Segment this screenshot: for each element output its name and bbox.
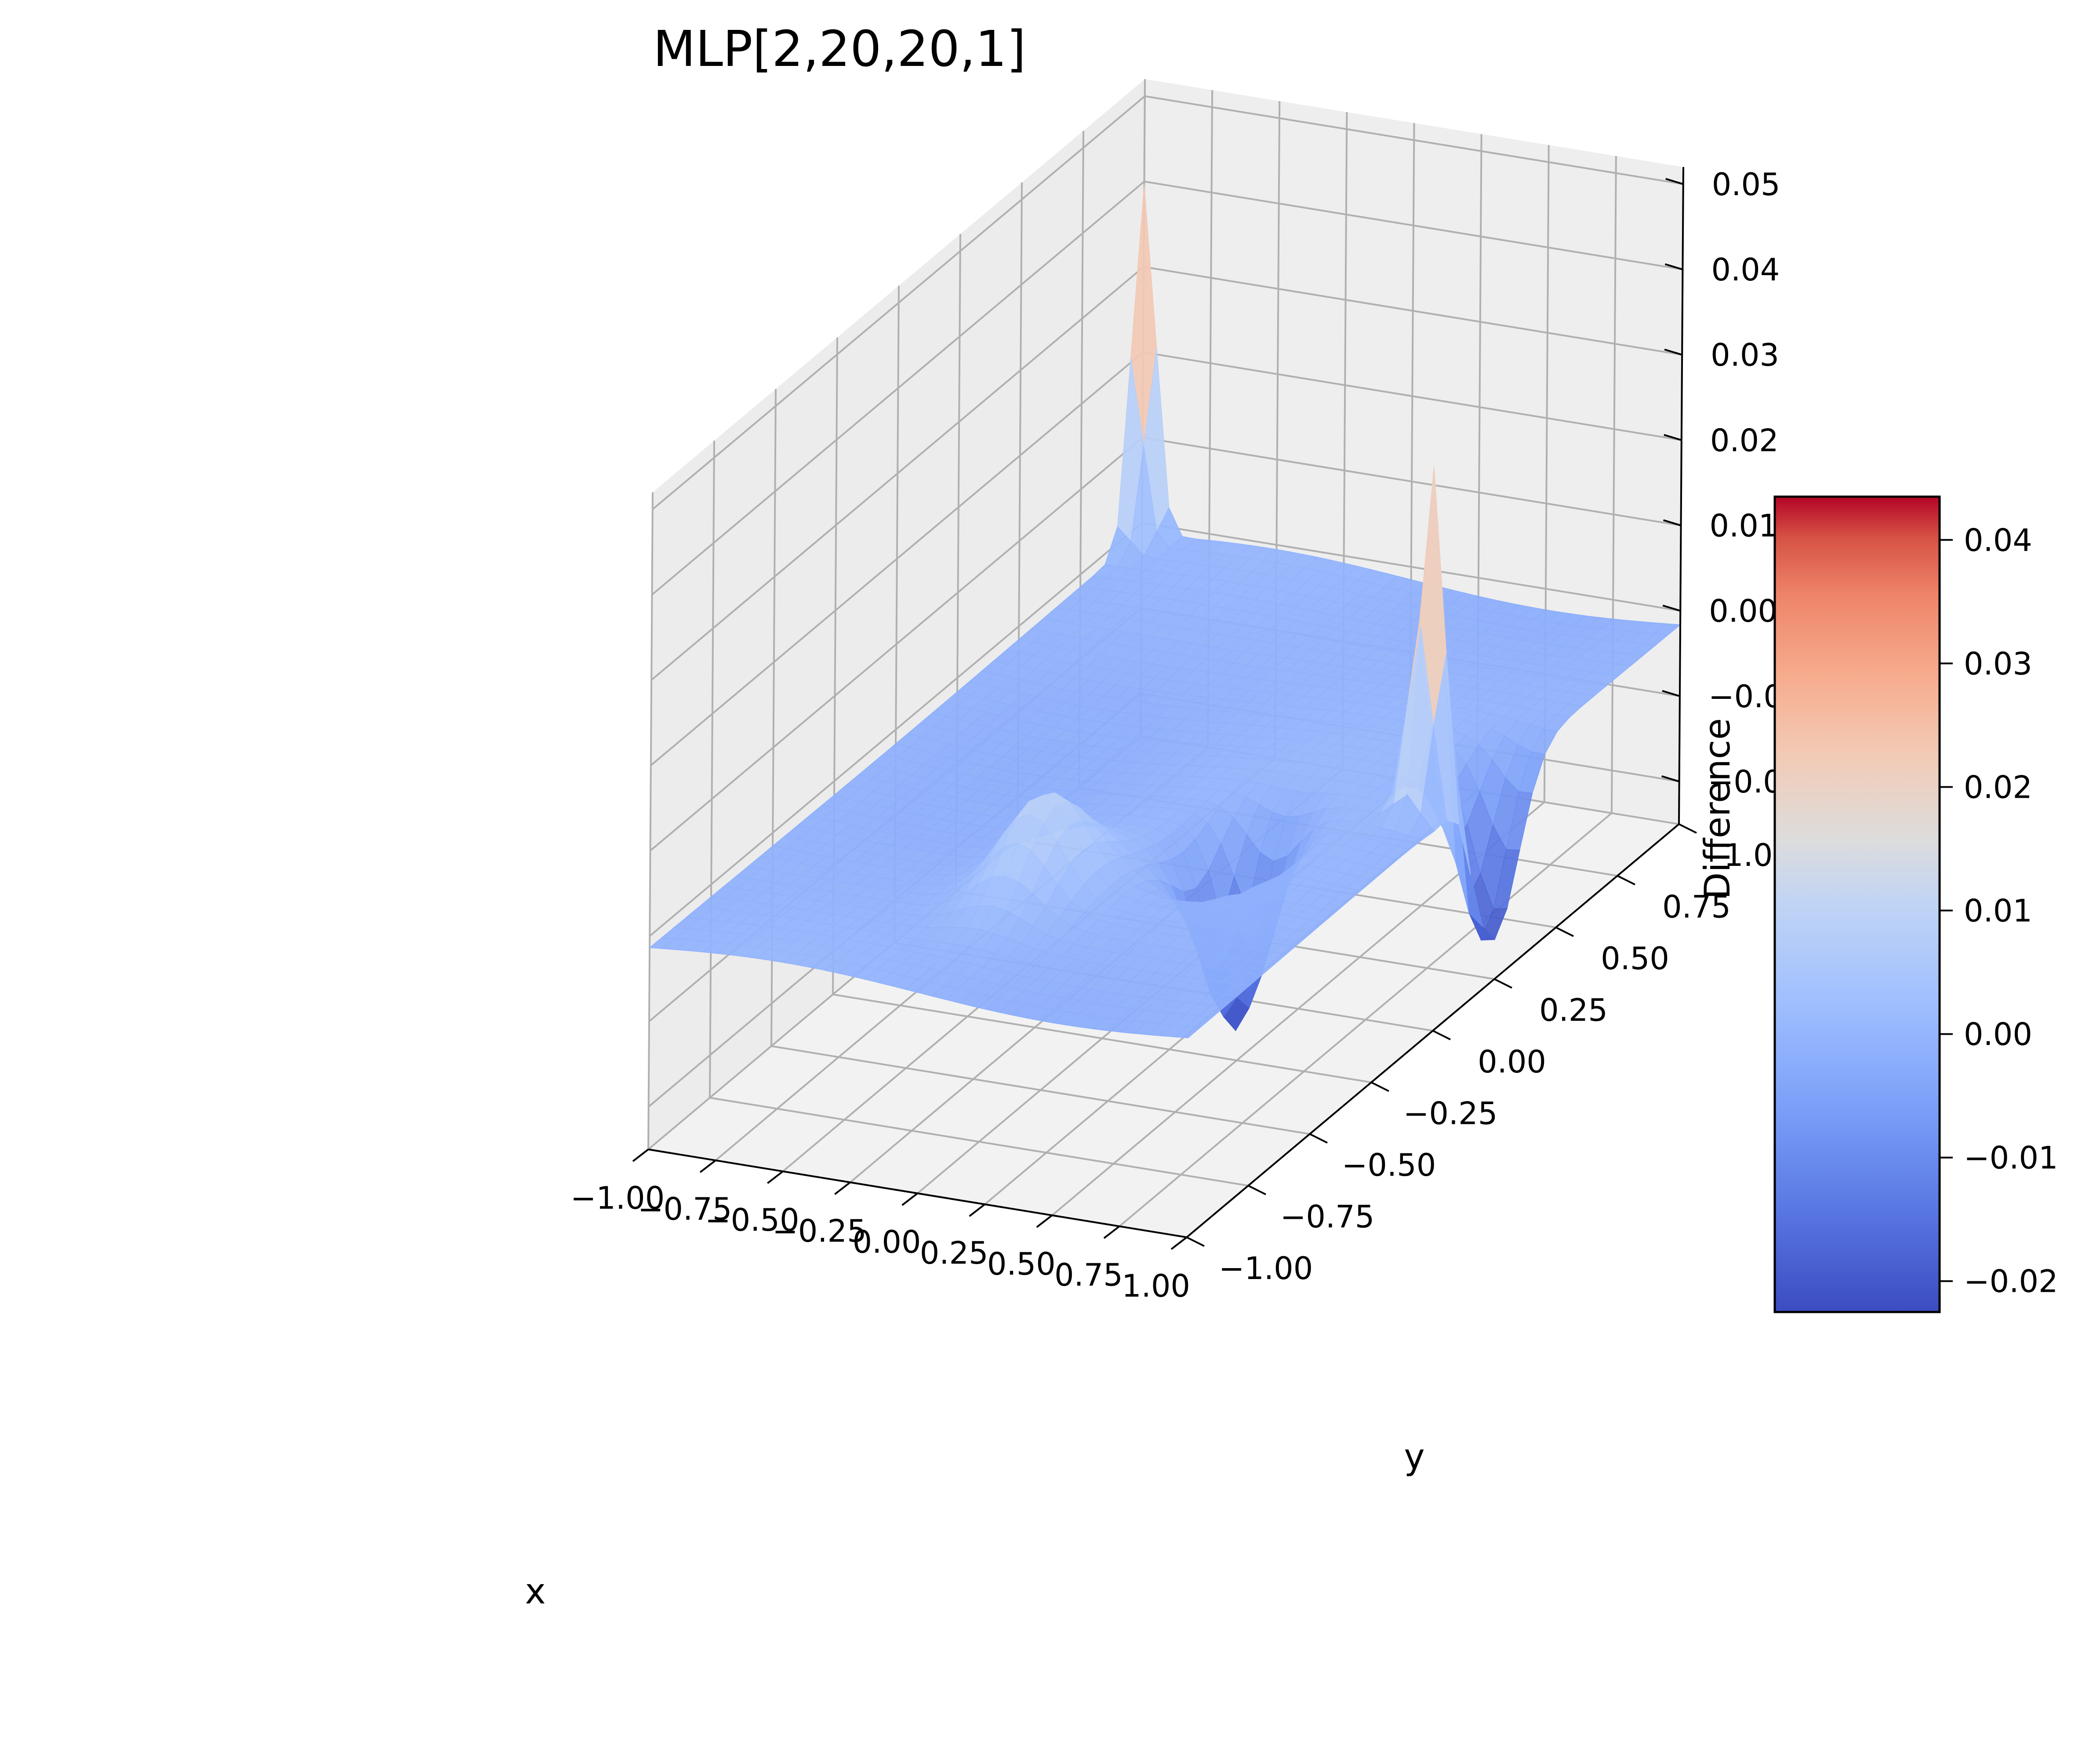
x-tick-label: 0.25 (920, 1235, 988, 1271)
back-gridline-z (1144, 181, 1683, 270)
y-axis-tick (1679, 823, 1697, 834)
left-gridline-y (647, 492, 654, 1150)
y-tick-label: −0.75 (1280, 1199, 1375, 1235)
x-tick-label: −0.50 (705, 1202, 799, 1238)
colorbar-tick-label: 0.04 (1964, 522, 2032, 558)
x-tick-label: −1.00 (570, 1180, 665, 1216)
floor-gridline-y (832, 993, 1372, 1083)
x-axis-tick (767, 1170, 784, 1184)
back-gridline-z (1144, 95, 1684, 185)
z-axis-tick (1663, 519, 1682, 527)
colorbar-tick-label: 0.02 (1964, 769, 2032, 805)
left-gridline-z (649, 522, 1143, 937)
x-axis-label: x (525, 1571, 545, 1612)
z-axis-tick (1665, 178, 1684, 185)
z-axis-tick (1664, 434, 1682, 441)
z-axis-tick (1662, 690, 1680, 697)
left-gridline-z (650, 266, 1144, 681)
z-axis-tick (1661, 775, 1680, 782)
y-axis-tick (1432, 1030, 1451, 1040)
y-tick-label: −0.25 (1403, 1096, 1498, 1132)
y-axis-tick (1371, 1081, 1389, 1092)
y-tick-label: 0.25 (1539, 992, 1608, 1029)
z-tick-label: 0.02 (1710, 422, 1779, 458)
y-axis-tick (1309, 1133, 1328, 1144)
x-axis-tick (699, 1159, 716, 1173)
colorbar-tick-label: 0.00 (1964, 1017, 2032, 1053)
y-axis-tick (1555, 927, 1574, 937)
x-tick-label: 0.75 (1054, 1257, 1123, 1293)
y-tick-label: 0.00 (1478, 1044, 1546, 1080)
x-axis-tick (1103, 1225, 1120, 1239)
colorbar-gradient (1773, 495, 1941, 1313)
x-axis-tick (834, 1181, 851, 1195)
z-tick-label: 0.00 (1709, 593, 1777, 629)
y-axis-tick (1186, 1236, 1205, 1247)
y-tick-label: 0.75 (1662, 889, 1731, 925)
back-gridline-x (1610, 156, 1617, 814)
chart-title: MLP[2,20,20,1] (653, 21, 1026, 78)
z-axis-line (1678, 167, 1684, 825)
left-gridline-z (650, 351, 1144, 766)
z-tick-label: 0.03 (1711, 337, 1779, 373)
y-tick-label: −0.50 (1342, 1147, 1436, 1183)
z-axis-tick (1664, 349, 1682, 356)
y-tick-label: −1.00 (1219, 1250, 1313, 1287)
y-tick-label: 0.50 (1601, 941, 1669, 977)
x-tick-label: 0.50 (987, 1246, 1056, 1282)
back-gridline-z (1141, 522, 1681, 612)
back-gridline-z (1142, 436, 1681, 527)
floor-gridline-y (771, 1045, 1310, 1135)
z-tick-label: 0.01 (1710, 508, 1778, 544)
z-tick-label: 0.04 (1711, 252, 1780, 288)
floor-gridline-y (709, 1097, 1249, 1187)
x-axis-tick (901, 1192, 918, 1206)
colorbar: −0.02 −0.01 0.00 0.01 0.02 0.03 0.04 (1773, 495, 2058, 1313)
colorbar-tick-label: 0.03 (1964, 646, 2032, 682)
z-tick-label: 0.05 (1712, 167, 1780, 203)
x-tick-label: −0.25 (772, 1213, 867, 1249)
back-gridline-z (1143, 351, 1682, 441)
y-axis-tick (1248, 1185, 1266, 1196)
left-gridline-y (709, 440, 715, 1098)
colorbar-ticks: −0.02 −0.01 0.00 0.01 0.02 0.03 0.04 (1940, 522, 2058, 1300)
z-axis-tick (1664, 263, 1683, 270)
x-tick-label: −0.75 (638, 1191, 732, 1227)
left-gridline-z (651, 181, 1145, 596)
colorbar-tick-label: −0.01 (1964, 1140, 2058, 1176)
colorbar-tick-label: −0.02 (1964, 1264, 2058, 1300)
surface-mesh (649, 185, 1681, 1039)
x-axis-tick (969, 1203, 985, 1217)
surface-facet (1174, 1026, 1201, 1039)
x-axis-tick (1036, 1214, 1053, 1228)
x-tick-label: 0.00 (853, 1224, 921, 1260)
x-tick-label: 1.00 (1122, 1268, 1190, 1304)
back-gridline-z (1143, 266, 1682, 356)
x-axis-tick (632, 1149, 649, 1162)
axes: −1.00−0.75−0.50−0.250.000.250.500.751.00… (570, 167, 1803, 1304)
colorbar-tick-label: 0.01 (1964, 893, 2032, 929)
left-gridline-z (650, 436, 1143, 851)
y-axis-label: y (1404, 1436, 1424, 1477)
y-axis-tick (1494, 978, 1512, 989)
z-axis-label: Difference (1697, 718, 1738, 899)
y-axis-tick (1617, 875, 1635, 886)
x-axis-tick (1170, 1236, 1188, 1250)
left-gridline-z (652, 95, 1146, 510)
z-axis-tick (1662, 604, 1681, 612)
